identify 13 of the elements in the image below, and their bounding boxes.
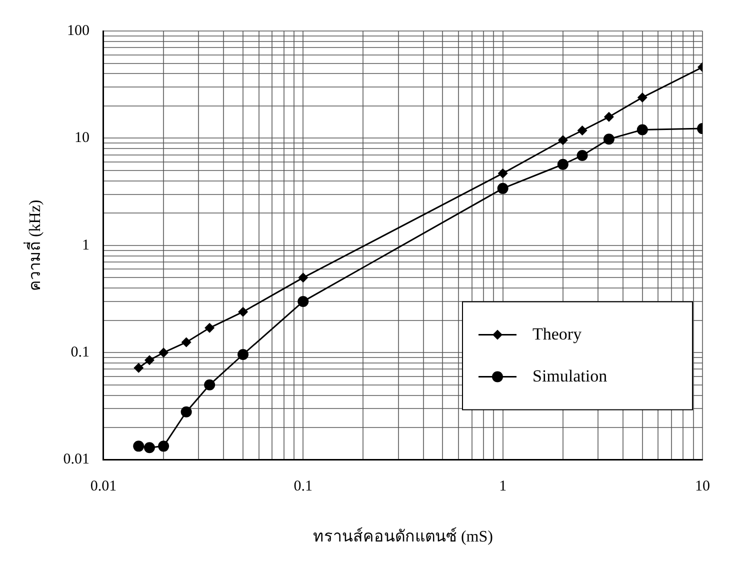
y-tick-label: 10 [74,130,90,146]
legend-label: Theory [532,324,582,344]
y-tick-label: 100 [66,22,90,39]
y-tick-label: 1 [82,237,90,254]
y-tick-label: 0.01 [63,452,90,468]
y-axis-title: ความถี่ (kHz) [22,200,44,292]
x-tick-label: 1 [499,478,507,495]
y-tick-label: 0.1 [70,344,90,361]
x-axis-title: ทรานส์คอนดักแตนซ์ (mS) [312,526,493,546]
x-tick-label: 0.1 [294,478,313,495]
legend-label: Simulation [532,366,608,386]
x-tick-label: 10 [695,478,710,495]
x-tick-label: 0.01 [90,478,117,495]
